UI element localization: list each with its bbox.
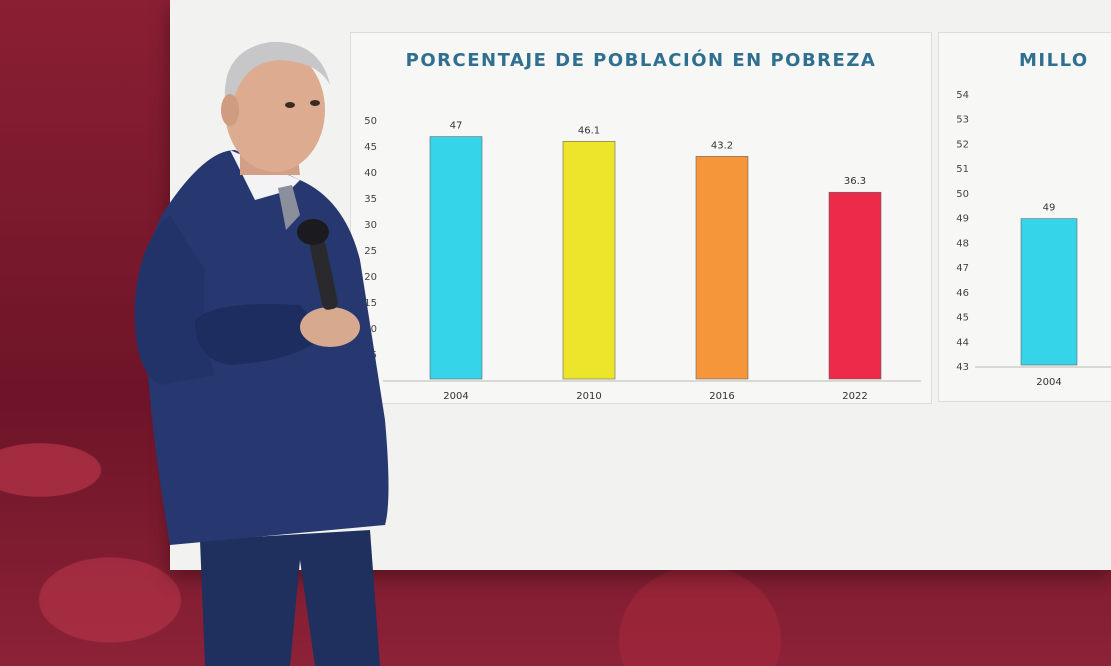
y-tick-label: 48 xyxy=(956,238,969,249)
y-tick-label: 25 xyxy=(364,246,377,257)
bar xyxy=(562,140,616,380)
y-tick-label: 35 xyxy=(364,194,377,205)
millions-chart: MILLO 43 44 45 46 47 48 49 50 51 52 53 54 49 2004 xyxy=(938,32,1111,402)
presentation-screen: PORCENTAJE DE POBLACIÓN EN POBREZA 0 5 10 1… xyxy=(170,0,1111,570)
y-tick-label: 52 xyxy=(956,139,969,150)
y-tick-label: 49 xyxy=(956,214,969,225)
y-tick-label: 45 xyxy=(956,313,969,324)
bar xyxy=(429,136,483,380)
x-tick-label: 2004 xyxy=(443,391,468,402)
y-tick-label: 40 xyxy=(364,168,377,179)
bar xyxy=(695,156,749,380)
data-label: 47 xyxy=(450,121,463,132)
y-tick-label: 50 xyxy=(956,189,969,200)
chart-plot: 43 44 45 46 47 48 49 50 51 52 53 54 49 2004 xyxy=(956,90,1111,388)
chart-plot: 0 5 10 15 20 25 30 35 40 45 50 47 2004 46.1 2010 43.2 20… xyxy=(364,116,921,402)
x-tick-label: 2004 xyxy=(1036,377,1061,388)
chart-title: PORCENTAJE DE POBLACIÓN EN POBREZA xyxy=(405,50,877,71)
data-label: 43.2 xyxy=(711,140,733,151)
bar xyxy=(828,191,882,380)
y-tick-label: 46 xyxy=(956,288,969,299)
y-tick-label: 45 xyxy=(364,142,377,153)
x-tick-label: 2010 xyxy=(576,391,601,402)
y-tick-label: 20 xyxy=(364,272,377,283)
y-tick-label: 15 xyxy=(364,298,377,309)
data-label: 46.1 xyxy=(578,125,600,136)
y-tick-label: 54 xyxy=(956,90,969,101)
y-tick-label: 44 xyxy=(956,337,969,348)
y-tick-label: 5 xyxy=(371,350,377,361)
data-label: 36.3 xyxy=(844,176,866,187)
poverty-percentage-chart: PORCENTAJE DE POBLACIÓN EN POBREZA 0 5 10 1… xyxy=(350,32,932,404)
chart-title: MILLO xyxy=(1019,50,1089,71)
y-tick-label: 50 xyxy=(364,116,377,127)
y-tick-label: 51 xyxy=(956,164,969,175)
x-tick-label: 2016 xyxy=(709,391,734,402)
bar xyxy=(1020,218,1078,366)
y-tick-label: 30 xyxy=(364,220,377,231)
x-tick-label: 2022 xyxy=(842,391,867,402)
y-tick-label: 43 xyxy=(956,362,969,373)
y-tick-label: 0 xyxy=(371,376,377,387)
data-label: 49 xyxy=(1043,203,1056,214)
y-tick-label: 53 xyxy=(956,115,969,126)
y-tick-label: 10 xyxy=(364,324,377,335)
y-tick-label: 47 xyxy=(956,263,969,274)
